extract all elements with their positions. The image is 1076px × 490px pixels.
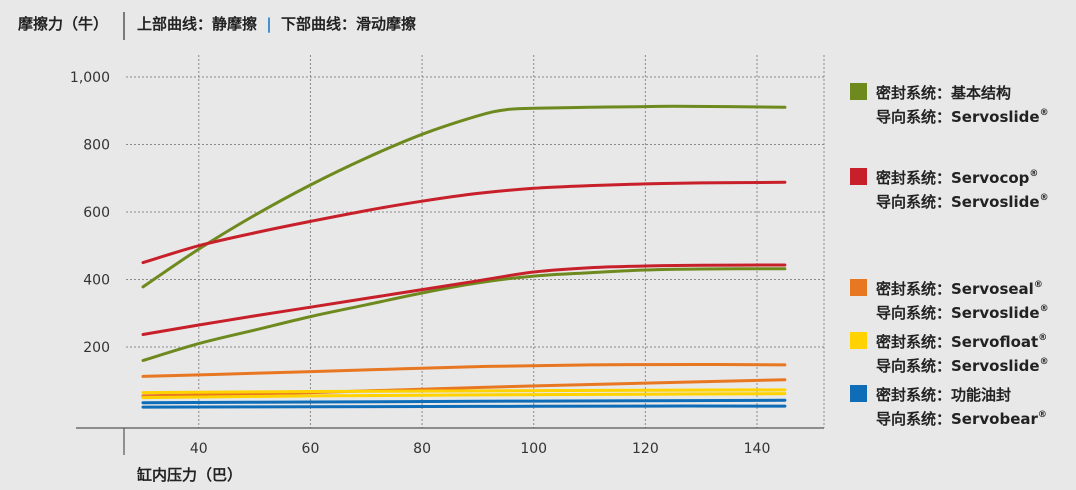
header-sliding-label: 下部曲线：滑动摩擦: [281, 15, 416, 33]
series-line-static: [141, 180, 787, 265]
tick-labels: 200 400 600 800 1,000 40 60 80 100 120 140: [70, 70, 770, 457]
legend-swatch: [850, 332, 867, 349]
series-line-sliding: [141, 263, 787, 336]
chart-header: 上部曲线：静摩擦 | 下部曲线：滑动摩擦: [137, 15, 416, 34]
legend-swatch: [850, 83, 867, 100]
x-tick-label: 140: [744, 441, 771, 457]
legend-swatch: [850, 385, 867, 402]
series-line-static: [141, 398, 787, 405]
header-separator: |: [266, 15, 271, 34]
x-tick-label: 40: [190, 441, 208, 457]
x-axis-title: 缸内压力（巴）: [137, 466, 242, 484]
series-line-sliding: [141, 378, 787, 398]
legend-seal-label: 密封系统：Servocop®: [876, 169, 1038, 187]
series-line-sliding: [141, 267, 787, 362]
header-static-label: 上部曲线：静摩擦: [137, 15, 257, 33]
x-tick-label: 100: [520, 441, 547, 457]
y-tick-label: 200: [83, 340, 110, 356]
series-line-sliding: [141, 392, 787, 400]
y-tick-label: 400: [83, 272, 110, 288]
y-tick-label: 600: [83, 205, 110, 221]
series-lines: [141, 104, 787, 409]
series-line-static: [141, 388, 787, 395]
x-tick-label: 60: [302, 441, 320, 457]
y-axis-title: 摩擦力（牛）: [18, 15, 108, 33]
legend-swatch: [850, 279, 867, 296]
legend-guide-label: 导向系统：Servobear®: [876, 410, 1047, 428]
x-tick-label: 80: [413, 441, 431, 457]
legend-seal-label: 密封系统：Servoseal®: [876, 280, 1043, 298]
legend-seal-label: 密封系统：功能油封: [876, 386, 1011, 404]
series-line-static: [141, 363, 787, 378]
grid: [126, 55, 825, 428]
legend-guide-label: 导向系统：Servoslide®: [876, 304, 1049, 322]
legend-swatch: [850, 168, 867, 185]
y-tick-label: 1,000: [70, 70, 110, 86]
axes: [76, 427, 824, 455]
legend-guide-label: 导向系统：Servoslide®: [876, 357, 1049, 375]
legend-guide-label: 导向系统：Servoslide®: [876, 193, 1049, 211]
legend-guide-label: 导向系统：Servoslide®: [876, 108, 1049, 126]
legend-seal-label: 密封系统：Servofloat®: [876, 333, 1047, 351]
series-line-static: [141, 104, 787, 289]
x-tick-label: 120: [632, 441, 659, 457]
series-line-sliding: [141, 404, 787, 409]
legend-seal-label: 密封系统：基本结构: [876, 84, 1011, 102]
y-tick-label: 800: [83, 137, 110, 153]
